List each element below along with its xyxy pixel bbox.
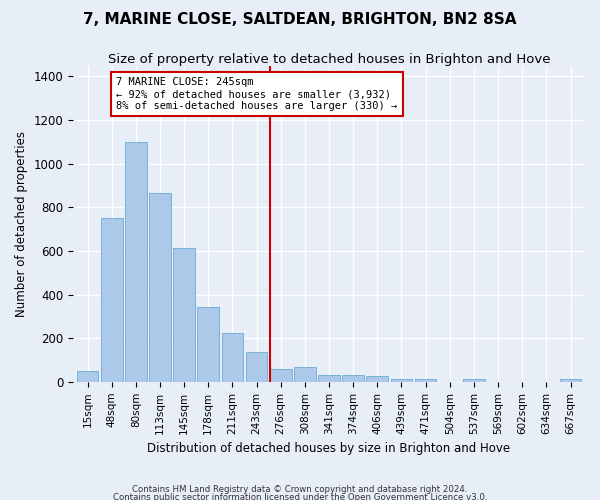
- Bar: [342, 376, 364, 382]
- Bar: [101, 218, 122, 382]
- Bar: [197, 306, 219, 382]
- Bar: [560, 379, 581, 382]
- Bar: [77, 371, 98, 382]
- Bar: [270, 368, 292, 382]
- Text: 7 MARINE CLOSE: 245sqm
← 92% of detached houses are smaller (3,932)
8% of semi-d: 7 MARINE CLOSE: 245sqm ← 92% of detached…: [116, 78, 398, 110]
- Bar: [463, 379, 485, 382]
- Bar: [294, 366, 316, 382]
- Text: Contains HM Land Registry data © Crown copyright and database right 2024.: Contains HM Land Registry data © Crown c…: [132, 485, 468, 494]
- Bar: [391, 378, 412, 382]
- Bar: [245, 352, 268, 382]
- Bar: [149, 193, 171, 382]
- Text: Contains public sector information licensed under the Open Government Licence v3: Contains public sector information licen…: [113, 493, 487, 500]
- X-axis label: Distribution of detached houses by size in Brighton and Hove: Distribution of detached houses by size …: [148, 442, 511, 455]
- Bar: [415, 378, 436, 382]
- Text: 7, MARINE CLOSE, SALTDEAN, BRIGHTON, BN2 8SA: 7, MARINE CLOSE, SALTDEAN, BRIGHTON, BN2…: [83, 12, 517, 28]
- Title: Size of property relative to detached houses in Brighton and Hove: Size of property relative to detached ho…: [108, 52, 550, 66]
- Bar: [221, 332, 243, 382]
- Y-axis label: Number of detached properties: Number of detached properties: [15, 130, 28, 316]
- Bar: [173, 248, 195, 382]
- Bar: [318, 376, 340, 382]
- Bar: [125, 142, 146, 382]
- Bar: [367, 376, 388, 382]
